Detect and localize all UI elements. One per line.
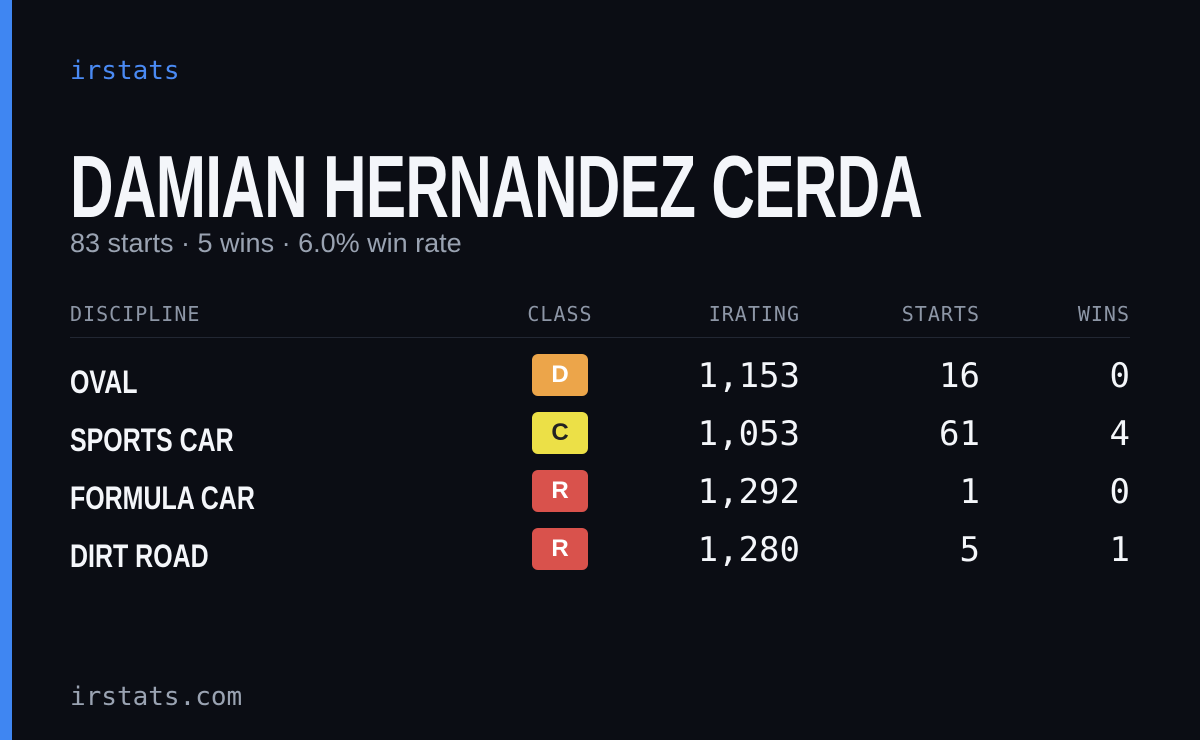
- starts: 61: [939, 414, 980, 454]
- irating: 1,292: [697, 472, 800, 512]
- wins: 1: [1109, 530, 1130, 570]
- footer: irstats.com: [70, 682, 243, 712]
- column-header: WINS: [1077, 302, 1130, 326]
- starts: 16: [939, 356, 980, 396]
- wins: 0: [1109, 356, 1130, 396]
- irating: 1,053: [697, 414, 800, 454]
- discipline: FORMULA CAR: [70, 480, 255, 516]
- wins: 0: [1109, 472, 1130, 512]
- accent-stripe: [0, 0, 12, 740]
- irating: 1,153: [697, 356, 800, 396]
- class-badge: C: [532, 412, 588, 454]
- discipline: SPORTS CAR: [70, 422, 234, 458]
- summary: 83 starts · 5 wins · 6.0% win rate: [70, 228, 462, 258]
- discipline: DIRT ROAD: [70, 538, 209, 574]
- discipline: OVAL: [70, 364, 138, 400]
- class-badge: R: [532, 470, 588, 512]
- column-header: STARTS: [901, 302, 980, 326]
- starts: 5: [959, 530, 980, 570]
- irating: 1,280: [697, 530, 800, 570]
- class-badge: D: [532, 354, 588, 396]
- driver-name: DAMIAN HERNANDEZ CERDA: [70, 137, 923, 236]
- column-header: DISCIPLINE: [70, 302, 201, 326]
- class-badge: R: [532, 528, 588, 570]
- starts: 1: [959, 472, 980, 512]
- wins: 4: [1109, 414, 1130, 454]
- column-header: IRATING: [708, 302, 800, 326]
- brand: irstats: [70, 56, 180, 86]
- header-rule: [70, 337, 1130, 338]
- column-header: CLASS: [527, 302, 593, 326]
